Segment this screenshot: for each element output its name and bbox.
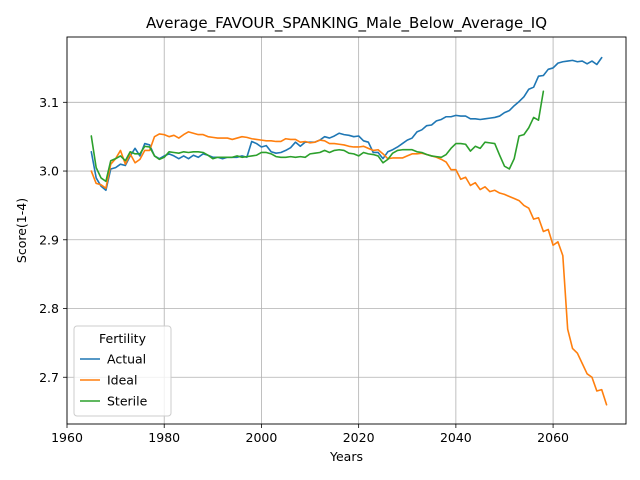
x-tick-label: 1960 <box>51 430 83 445</box>
x-tick-label: 2000 <box>246 430 278 445</box>
x-tick-label: 2040 <box>440 430 472 445</box>
y-tick-label: 2.7 <box>39 370 59 385</box>
y-tick-label: 2.9 <box>39 232 59 247</box>
y-tick-label: 2.8 <box>39 301 59 316</box>
legend-label-actual: Actual <box>107 352 146 367</box>
chart-title: Average_FAVOUR_SPANKING_Male_Below_Avera… <box>146 14 547 33</box>
x-tick-label: 2060 <box>537 430 569 445</box>
x-tick-label: 1980 <box>148 430 180 445</box>
y-axis-label: Score(1-4) <box>14 198 29 263</box>
x-tick-label: 2020 <box>343 430 375 445</box>
legend-label-ideal: Ideal <box>107 373 137 388</box>
legend-title: Fertility <box>99 331 147 346</box>
y-tick-label: 3.0 <box>39 164 59 179</box>
x-axis-label: Years <box>329 449 363 464</box>
legend: Fertility Actual Ideal Sterile <box>74 326 171 416</box>
legend-label-sterile: Sterile <box>107 394 148 409</box>
y-tick-label: 3.1 <box>39 95 59 110</box>
